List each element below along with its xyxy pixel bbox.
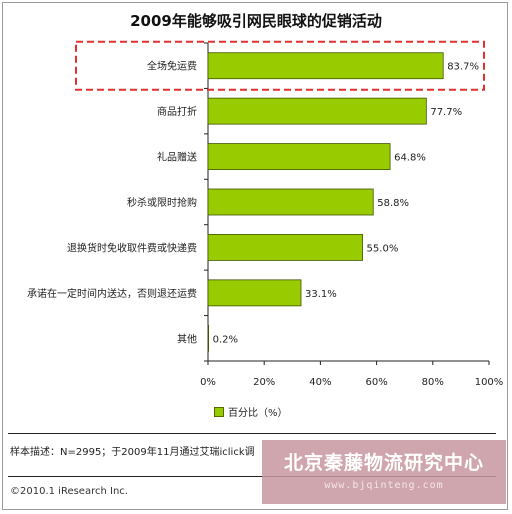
category-label: 全场免运费 bbox=[147, 60, 197, 73]
x-tick-label: 80% bbox=[422, 377, 444, 388]
value-label: 0.2% bbox=[213, 334, 238, 345]
value-label: 64.8% bbox=[394, 153, 426, 164]
category-label: 其他 bbox=[177, 332, 197, 345]
value-label: 77.7% bbox=[430, 107, 462, 118]
chart-title: 2009年能够吸引网民眼球的促销活动 bbox=[130, 12, 382, 30]
bar bbox=[207, 188, 374, 216]
bar bbox=[207, 234, 363, 261]
axis-layer: 0% 20% 40% 60% 80% 100% 全场免运费商品打折礼品赠送秒杀或限时抢购退换… bbox=[27, 42, 504, 388]
divider bbox=[8, 476, 496, 477]
bar-chart: 0% 20% 40% 60% 80% 100% 全场免运费商品打折礼品赠送秒杀或限时抢购退换… bbox=[27, 40, 504, 388]
x-tick-label: 0% bbox=[200, 377, 216, 388]
category-label: 退换货时免收取件费或快递费 bbox=[67, 241, 197, 254]
watermark-banner: 北京秦藤物流研究中心 www.bjqinteng.com bbox=[262, 440, 506, 504]
x-tick-label: 100% bbox=[475, 377, 504, 388]
bar bbox=[207, 52, 444, 80]
legend: 百分比（%） bbox=[214, 404, 288, 419]
category-label: 商品打折 bbox=[157, 105, 197, 118]
bar bbox=[207, 324, 210, 352]
bar bbox=[207, 97, 427, 125]
value-label: 58.8% bbox=[377, 198, 409, 209]
x-tick-label: 20% bbox=[253, 377, 275, 388]
value-label: 55.0% bbox=[367, 243, 399, 254]
highlight-layer bbox=[75, 40, 485, 91]
x-tick-label: 60% bbox=[365, 377, 387, 388]
bar bbox=[207, 143, 391, 170]
bar bbox=[207, 279, 302, 307]
legend-label: 百分比（%） bbox=[228, 408, 288, 419]
watermark-url: www.bjqinteng.com bbox=[324, 480, 444, 491]
category-label: 礼品赠送 bbox=[157, 151, 197, 164]
value-label: 33.1% bbox=[305, 289, 337, 300]
legend-swatch bbox=[214, 406, 224, 417]
watermark-name: 北京秦藤物流研究中心 bbox=[283, 452, 484, 474]
x-tick-label: 40% bbox=[309, 377, 331, 388]
copyright: ©2010.1 iResearch Inc. bbox=[10, 486, 128, 497]
category-label: 承诺在一定时间内送达，否则退还运费 bbox=[27, 287, 197, 300]
category-label: 秒杀或限时抢购 bbox=[127, 196, 197, 209]
divider bbox=[8, 433, 496, 434]
chart-frame bbox=[2, 2, 508, 510]
highlight-box bbox=[75, 40, 485, 91]
sample-note: 样本描述：N=2995；于2009年11月通过艾瑞iclick调 bbox=[10, 447, 255, 458]
bar-layer: 83.7% 77.7% 64.8% 58.8% 55.0% 33.1% 0.2% bbox=[207, 52, 479, 352]
value-label: 83.7% bbox=[447, 62, 479, 73]
